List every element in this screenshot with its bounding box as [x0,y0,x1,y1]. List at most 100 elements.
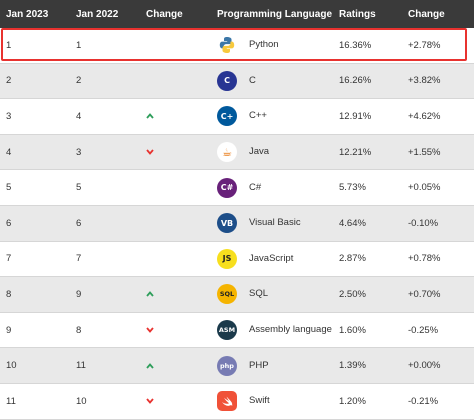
header-jan-2023: Jan 2023 [6,9,49,20]
header-rating-change: Change [408,9,445,20]
rank-2022: 8 [76,324,82,336]
rating-value: 16.36% [339,39,372,51]
rating-change-value: -0.21% [408,395,439,407]
language-name: C++ [249,110,267,122]
table-row[interactable]: 6 6 VB Visual Basic 4.64% -0.10% [0,206,474,242]
rank-2022: 11 [76,360,86,372]
rank-2022: 3 [76,146,82,158]
table-row[interactable]: 2 2 C C 16.26% +3.82% [0,63,474,100]
rating-value: 1.60% [339,324,366,336]
language-name: PHP [249,359,269,371]
language-icon-cell [217,28,237,63]
rank-2022: 5 [76,182,82,194]
rank-2023: 3 [6,110,12,122]
rating-change-value: -0.25% [408,324,439,336]
trend-up-icon [146,362,154,369]
rank-2023: 4 [6,146,12,158]
table-row[interactable]: 3 4 C+ C++ 12.91% +4.62% [0,99,474,135]
visual-basic-logo-icon: VB [217,213,237,234]
trend-up-icon [146,291,154,298]
language-icon-cell: ASM [217,313,237,348]
language-icon-cell: VB [217,206,237,241]
header-ratings: Ratings [339,9,376,20]
language-name: Swift [249,395,270,407]
rank-2023: 11 [6,395,16,407]
language-name: Python [249,39,279,51]
language-icon-cell: C [217,64,237,99]
rating-change-value: +4.62% [408,110,441,122]
trend-cell [146,348,154,383]
table-row[interactable]: 10 11 php PHP 1.39% +0.00% [0,348,474,384]
rating-change-value: +1.55% [408,146,441,158]
language-icon-cell: C# [217,170,237,205]
rank-2022: 7 [76,253,82,265]
language-name: SQL [249,288,269,300]
assembly-logo-icon: ASM [217,320,237,341]
trend-cell [146,99,154,134]
sql-logo-icon: SQL [217,284,237,305]
java-logo-icon: ☕ [217,142,237,163]
trend-down-icon [146,398,154,405]
language-icon-cell: php [217,348,237,383]
rank-2022: 4 [76,110,82,122]
language-name: Java [249,146,270,158]
rank-2022: 6 [76,217,82,229]
rank-2023: 10 [6,360,17,372]
trend-cell [146,384,154,419]
rank-2023: 7 [6,253,12,265]
table-row[interactable]: 8 9 SQL SQL 2.50% +0.70% [0,277,474,313]
rating-change-value: +0.70% [408,288,441,300]
c-logo-icon: C [217,70,237,91]
rank-2023: 2 [6,75,12,87]
table-header: Jan 2023 Jan 2022 Change Programming Lan… [0,0,474,28]
swift-logo-icon [217,391,237,412]
rating-change-value: +0.05% [408,182,441,194]
table-row[interactable]: 9 8 ASM Assembly language 1.60% -0.25% [0,313,474,349]
table-row[interactable]: 4 3 ☕ Java 12.21% +1.55% [0,134,474,171]
trend-cell [146,277,154,312]
rating-change-value: +0.00% [408,360,441,372]
csharp-logo-icon: C# [217,177,237,198]
rating-value: 1.39% [339,360,366,372]
rating-value: 16.26% [339,75,372,87]
rank-2022: 9 [76,288,82,300]
header-change: Change [146,9,183,20]
table-row[interactable]: 11 10 Swift 1.20% -0.21% [0,384,474,420]
language-name: Visual Basic [249,217,301,229]
language-name: JavaScript [249,252,294,264]
trend-cell [146,313,154,348]
python-logo-icon [217,35,237,56]
rank-2022: 2 [76,75,82,87]
rank-2023: 5 [6,182,12,194]
language-icon-cell [217,384,237,419]
rank-2023: 6 [6,217,12,229]
rank-2022: 1 [76,39,82,51]
php-logo-icon: php [217,355,237,376]
language-name: Assembly language [249,324,332,336]
header-programming-language: Programming Language [217,9,333,20]
rating-change-value: +2.78% [408,39,441,51]
trend-cell [146,135,154,170]
rating-value: 4.64% [339,217,366,229]
rating-value: 1.20% [339,395,366,407]
rating-value: 5.73% [339,182,366,194]
trend-up-icon [146,113,154,120]
rating-value: 2.50% [339,288,366,300]
language-icon-cell: JS [217,242,237,277]
language-icon-cell: SQL [217,277,237,312]
javascript-logo-icon: JS [217,248,237,269]
table-row[interactable]: 7 7 JS JavaScript 2.87% +0.78% [0,242,474,278]
rank-2023: 8 [6,288,12,300]
rating-value: 12.21% [339,146,372,158]
table-row[interactable]: 1 1 Python 16.36% +2.78% [0,28,474,64]
rating-change-value: -0.10% [408,217,439,229]
table-row[interactable]: 5 5 C# C# 5.73% +0.05% [0,170,474,206]
language-icon-cell: C+ [217,99,237,134]
rank-2023: 9 [6,324,12,336]
trend-down-icon [146,327,154,333]
rank-2022: 10 [76,395,87,407]
language-name: C# [249,181,262,193]
rank-2023: 1 [6,39,12,51]
rating-change-value: +0.78% [408,253,441,265]
